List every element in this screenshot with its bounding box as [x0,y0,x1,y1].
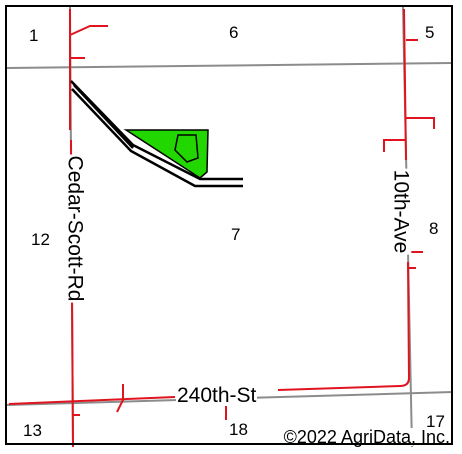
copyright-notice: ©2022 AgriData, Inc. [282,427,450,447]
section-number-18: 18 [229,420,248,439]
map-frame [5,5,453,445]
section-number-7: 7 [231,225,241,244]
section-number-6: 6 [229,23,239,42]
parcel-lines [70,80,243,188]
road-240th-st [8,396,176,405]
parcel-line-inner [73,84,134,149]
section-number-1: 1 [29,26,39,45]
parcel-line-upper [70,80,243,181]
section-number-13: 13 [23,421,42,440]
section-number-8: 8 [429,219,439,238]
road-10th-ave [277,8,411,391]
parcel-line-lower [71,88,243,188]
road-label-240th-st: 240th-St [176,384,258,407]
field-polygon[interactable] [123,129,209,179]
section-number-5: 5 [425,23,435,42]
field-fill [123,129,209,179]
section-number-12: 12 [31,230,50,249]
field-subparcel [174,134,199,163]
section-number-17: 17 [426,412,445,431]
section-line-north [6,62,454,69]
